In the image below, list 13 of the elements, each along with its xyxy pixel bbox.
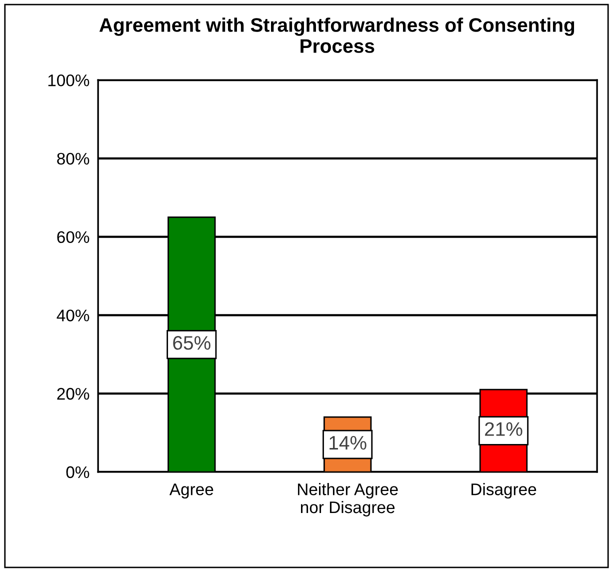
x-tick-label: Disagree: [472, 483, 536, 499]
data-label: 21%: [485, 422, 522, 436]
data-label: 65%: [173, 336, 210, 350]
y-tick-label: 100%: [48, 74, 90, 86]
x-tick-label: Agree: [169, 484, 214, 499]
y-tick-label: 60%: [57, 231, 90, 244]
y-tick-label: 20%: [57, 388, 90, 400]
y-tick-label: 0%: [66, 466, 90, 478]
data-label: 14%: [330, 436, 366, 450]
y-tick-label: 40%: [56, 310, 90, 322]
chart-title: Agreement with Straightforwardness of Consenting Process: [99, 18, 574, 53]
x-tick-label: Neither Agree nor Disagree: [298, 483, 398, 516]
y-tick-label: 80%: [57, 152, 90, 165]
